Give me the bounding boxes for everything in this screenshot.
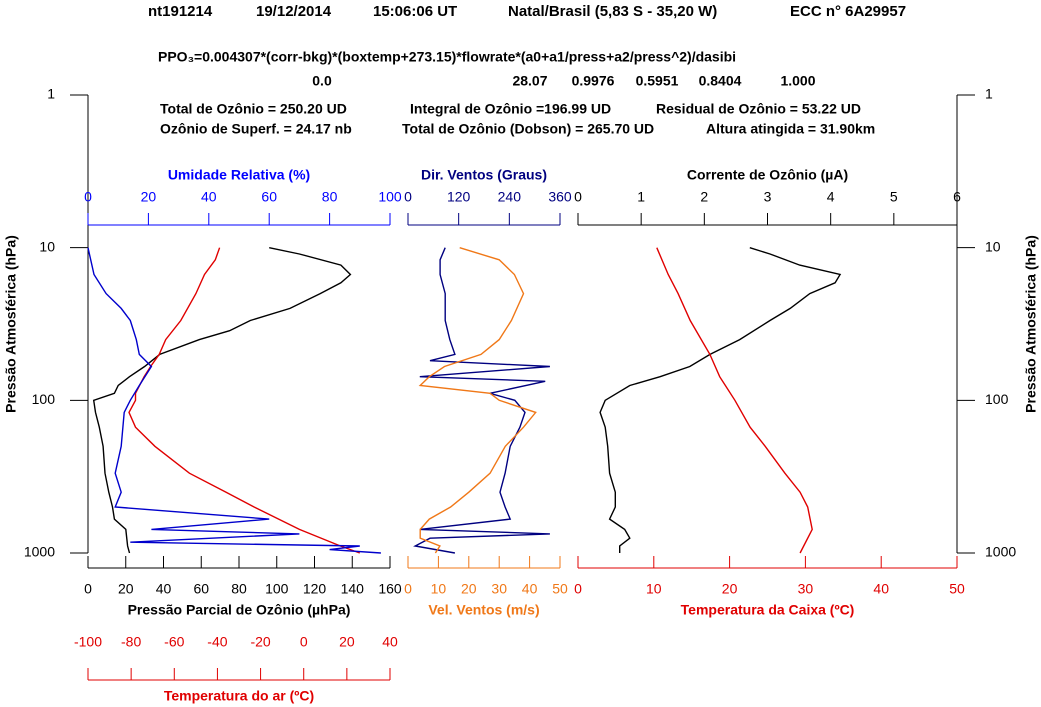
sonde-id: nt191214 xyxy=(148,3,213,20)
x-axis-title: Umidade Relativa (%) xyxy=(168,167,310,183)
x-tick-label: 50 xyxy=(552,581,568,597)
x-tick-label: 0 xyxy=(300,634,308,650)
x-tick-label: 20 xyxy=(722,581,738,597)
y-tick-label: 1000 xyxy=(985,544,1016,560)
x-tick-label: 20 xyxy=(141,189,157,205)
x-tick-label: 60 xyxy=(261,189,277,205)
x-tick-label: 3 xyxy=(764,189,772,205)
profile-line xyxy=(128,247,361,554)
x-tick-label: 40 xyxy=(382,634,398,650)
x-tick-label: 80 xyxy=(322,189,338,205)
summary: Ozônio de Superf. = 24.17 nb xyxy=(160,121,352,137)
summary: Residual de Ozônio = 53.22 UD xyxy=(656,101,861,117)
coefficient: 1.000 xyxy=(780,73,815,89)
profile-line xyxy=(413,247,550,554)
coefficient: 0.8404 xyxy=(699,73,742,89)
location: Natal/Brasil (5,83 S - 35,20 W) xyxy=(508,3,717,20)
summary: Total de Ozônio = 250.20 UD xyxy=(160,101,347,117)
x-tick-label: 140 xyxy=(341,581,365,597)
time: 15:06:06 UT xyxy=(373,3,457,20)
x-tick-label: 10 xyxy=(646,581,662,597)
x-axis-title: Temperatura do ar (ºC) xyxy=(164,688,314,704)
coefficient: 28.07 xyxy=(512,73,547,89)
x-tick-label: 30 xyxy=(491,581,507,597)
x-tick-label: 60 xyxy=(193,581,209,597)
x-tick-label: 0 xyxy=(574,581,582,597)
profile-line xyxy=(92,247,352,554)
y-tick-label: 1 xyxy=(985,86,993,102)
x-tick-label: 6 xyxy=(953,189,961,205)
x-tick-label: -100 xyxy=(74,634,102,650)
x-tick-label: 4 xyxy=(827,189,835,205)
x-tick-label: 10 xyxy=(431,581,447,597)
x-tick-label: 50 xyxy=(949,581,965,597)
formula: PPO₃=0.004307*(corr-bkg)*(boxtemp+273.15… xyxy=(158,49,736,65)
y-tick-label: 10 xyxy=(39,238,55,254)
y-tick-label: 10 xyxy=(985,238,1001,254)
x-tick-label: 120 xyxy=(447,189,471,205)
x-tick-label: 5 xyxy=(890,189,898,205)
x-tick-label: 0 xyxy=(574,189,582,205)
x-axis-title: Dir. Ventos (Graus) xyxy=(421,167,547,183)
x-axis-title: Vel. Ventos (m/s) xyxy=(428,602,539,618)
summary: Altura atingida = 31.90km xyxy=(706,121,875,137)
x-tick-label: 40 xyxy=(156,581,172,597)
profile-line xyxy=(599,247,842,553)
x-tick-label: 1 xyxy=(637,189,645,205)
x-tick-label: 100 xyxy=(265,581,289,597)
summary: Integral de Ozônio =196.99 UD xyxy=(410,101,611,117)
coefficient: 0.9976 xyxy=(572,73,615,89)
x-tick-label: 20 xyxy=(118,581,134,597)
x-tick-label: 0 xyxy=(84,581,92,597)
y-axis-title: Pressão Atmosférica (hPa) xyxy=(3,235,19,413)
summary: Total de Ozônio (Dobson) = 265.70 UD xyxy=(402,121,654,137)
x-tick-label: 40 xyxy=(522,581,538,597)
profile-line xyxy=(656,247,813,554)
date: 19/12/2014 xyxy=(256,3,332,20)
x-tick-label: -20 xyxy=(250,634,270,650)
x-axis-title: Pressão Parcial de Ozônio (µhPa) xyxy=(128,602,351,618)
x-tick-label: 30 xyxy=(798,581,814,597)
x-tick-label: 40 xyxy=(873,581,889,597)
x-tick-label: -80 xyxy=(121,634,141,650)
coefficient: 0.5951 xyxy=(636,73,679,89)
x-tick-label: -60 xyxy=(164,634,184,650)
x-axis-title: Temperatura da Caixa (ºC) xyxy=(681,602,855,618)
y-tick-label: 100 xyxy=(32,391,56,407)
instrument: ECC n° 6A29957 xyxy=(790,3,906,20)
profile-line xyxy=(87,247,381,554)
x-tick-label: 360 xyxy=(548,189,572,205)
x-tick-label: 100 xyxy=(378,189,402,205)
coefficient: 0.0 xyxy=(312,73,332,89)
y-tick-label: 1 xyxy=(47,86,55,102)
x-tick-label: 80 xyxy=(231,581,247,597)
x-tick-label: 40 xyxy=(201,189,217,205)
x-tick-label: 160 xyxy=(378,581,402,597)
x-tick-label: 0 xyxy=(404,581,412,597)
x-tick-label: 240 xyxy=(498,189,522,205)
profile-line xyxy=(418,247,537,554)
y-axis-title: Pressão Atmosférica (hPa) xyxy=(1023,235,1039,413)
x-tick-label: 20 xyxy=(461,581,477,597)
x-tick-label: 0 xyxy=(84,189,92,205)
x-tick-label: 2 xyxy=(700,189,708,205)
x-tick-label: 0 xyxy=(404,189,412,205)
x-tick-label: 120 xyxy=(303,581,327,597)
y-tick-label: 100 xyxy=(985,391,1009,407)
header: nt191214 19/12/2014 15:06:06 UT Natal/Br… xyxy=(148,3,906,137)
x-tick-label: -40 xyxy=(207,634,227,650)
x-axis-title: Corrente de Ozônio (µA) xyxy=(687,167,848,183)
y-tick-label: 1000 xyxy=(24,544,55,560)
x-tick-label: 20 xyxy=(339,634,355,650)
